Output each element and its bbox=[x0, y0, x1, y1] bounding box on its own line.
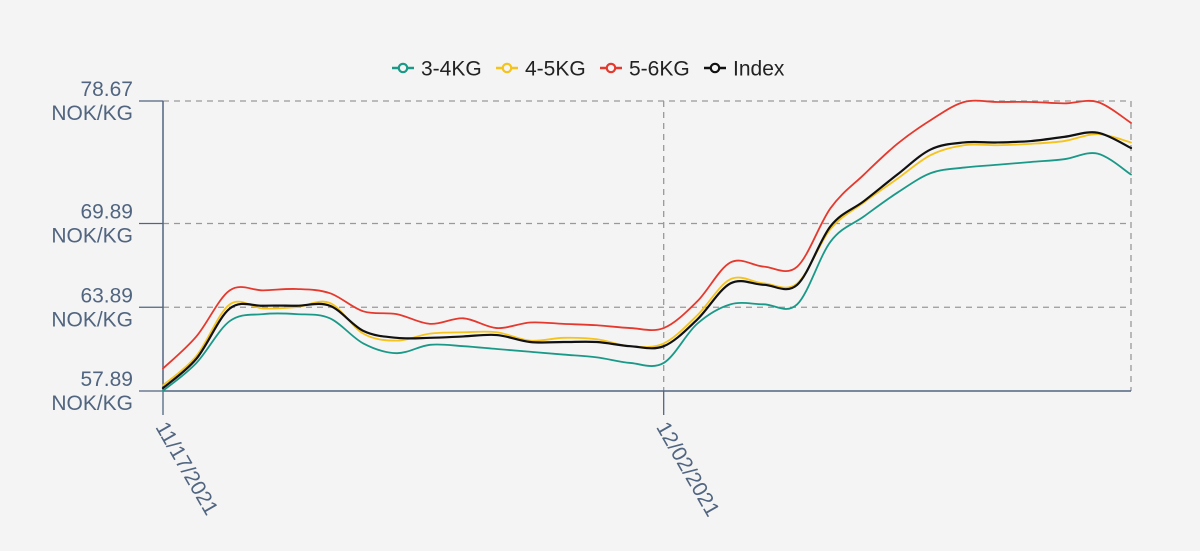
legend-item-index: Index bbox=[704, 58, 785, 81]
y-tick-label: 63.89 bbox=[80, 284, 133, 307]
legend-item-3-4kg: 3-4KG bbox=[392, 58, 482, 81]
legend: 3-4KG 4-5KG 5-6KG Index bbox=[392, 58, 785, 81]
legend-label: Index bbox=[733, 58, 785, 81]
legend-label: 3-4KG bbox=[421, 58, 482, 81]
x-tick-label: 11/17/2021 bbox=[151, 418, 223, 519]
series-lines bbox=[161, 99, 1133, 392]
y-tick-label: 78.67 bbox=[80, 78, 133, 101]
y-tick-label: 69.89 bbox=[80, 201, 133, 224]
series-line-3-4kg bbox=[162, 152, 1132, 392]
y-axis-ticks: 78.67NOK/KG69.89NOK/KG63.89NOK/KG57.89NO… bbox=[51, 78, 163, 415]
legend-label: 5-6KG bbox=[629, 58, 690, 81]
legend-swatch-marker bbox=[397, 62, 409, 74]
y-tick-unit: NOK/KG bbox=[51, 225, 133, 248]
y-tick-unit: NOK/KG bbox=[51, 102, 133, 125]
series-line-index bbox=[161, 131, 1133, 390]
legend-swatch-marker bbox=[605, 62, 617, 74]
legend-swatch-marker bbox=[501, 62, 513, 74]
axes bbox=[162, 101, 1131, 392]
x-axis-ticks: 11/17/2021 12/02/2021 bbox=[151, 391, 724, 521]
y-tick-label: 57.89 bbox=[80, 368, 133, 391]
legend-swatch-marker bbox=[709, 62, 721, 74]
y-tick-unit: NOK/KG bbox=[51, 392, 133, 415]
x-tick-label: 12/02/2021 bbox=[651, 418, 723, 521]
y-tick-unit: NOK/KG bbox=[51, 308, 133, 331]
series-line-4-5kg bbox=[162, 133, 1132, 387]
series-line-5-6kg bbox=[162, 99, 1132, 370]
legend-item-4-5kg: 4-5KG bbox=[496, 58, 586, 81]
legend-label: 4-5KG bbox=[525, 58, 586, 81]
legend-item-5-6kg: 5-6KG bbox=[600, 58, 690, 81]
